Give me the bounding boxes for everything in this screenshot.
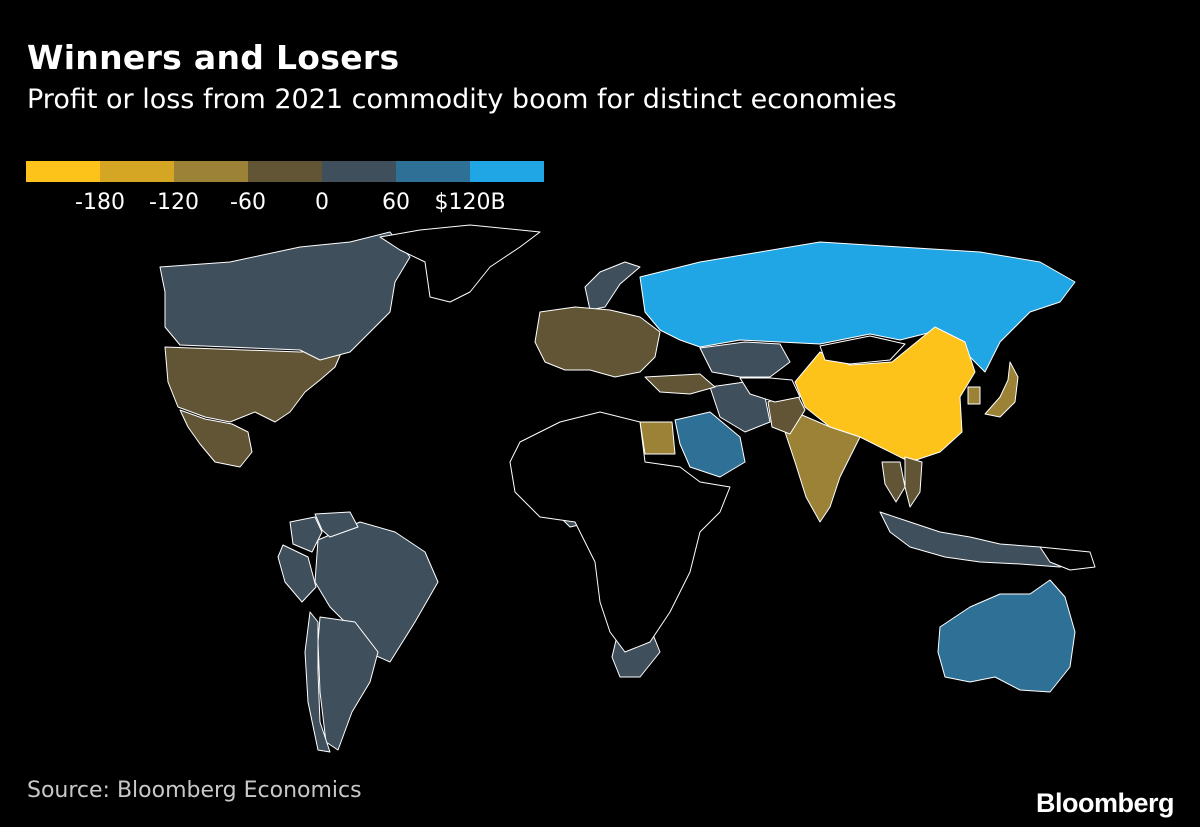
legend-tick-label: -60 [230, 190, 266, 215]
legend-segment [26, 161, 100, 182]
legend-segment [248, 161, 322, 182]
country-chile [304, 611, 331, 753]
country-europe-west [534, 306, 661, 378]
country-egypt [639, 421, 676, 455]
legend-labels: -180 -120 -60 0 60 $120B [26, 182, 546, 215]
country-india [784, 411, 861, 523]
country-japan [984, 361, 1019, 418]
country-thailand [881, 461, 906, 503]
legend-tick-label: 60 [382, 190, 410, 215]
country-south-korea [967, 386, 981, 405]
country-brazil [314, 521, 439, 663]
country-saudi-arabia [674, 411, 746, 478]
legend-segment [322, 161, 396, 182]
country-shapes [159, 224, 1096, 753]
country-canada [159, 231, 411, 361]
color-legend: -180 -120 -60 0 60 $120B [26, 161, 546, 221]
country-greenland [379, 224, 541, 303]
country-norway [584, 261, 641, 311]
country-vietnam [904, 456, 923, 508]
legend-segment [100, 161, 174, 182]
country-russia [639, 241, 1076, 373]
country-africa-other [509, 411, 731, 653]
country-mongolia [819, 335, 906, 365]
chart-subtitle: Profit or loss from 2021 commodity boom … [27, 84, 897, 115]
country-turkey [644, 373, 716, 395]
legend-tick-label: -180 [75, 190, 125, 215]
country-mexico [179, 409, 253, 468]
legend-tick-label: $120B [434, 190, 506, 215]
country-venezuela [314, 511, 359, 538]
country-papua-new-guinea [1039, 546, 1096, 571]
legend-tick-label: 0 [315, 190, 329, 215]
country-central-asia-other [739, 377, 801, 403]
legend-segment [174, 161, 248, 182]
source-note: Source: Bloomberg Economics [27, 778, 362, 803]
legend-color-bar [26, 161, 546, 182]
chart-title: Winners and Losers [27, 38, 400, 77]
world-map [159, 224, 1096, 753]
country-kazakhstan [699, 341, 791, 378]
country-peru [277, 544, 317, 603]
country-australia [937, 579, 1076, 693]
bloomberg-logo: Bloomberg [1035, 788, 1175, 818]
country-argentina [317, 616, 379, 751]
legend-tick-label: -120 [149, 190, 199, 215]
legend-segment [470, 161, 544, 182]
legend-segment [396, 161, 470, 182]
country-colombia [289, 516, 323, 553]
